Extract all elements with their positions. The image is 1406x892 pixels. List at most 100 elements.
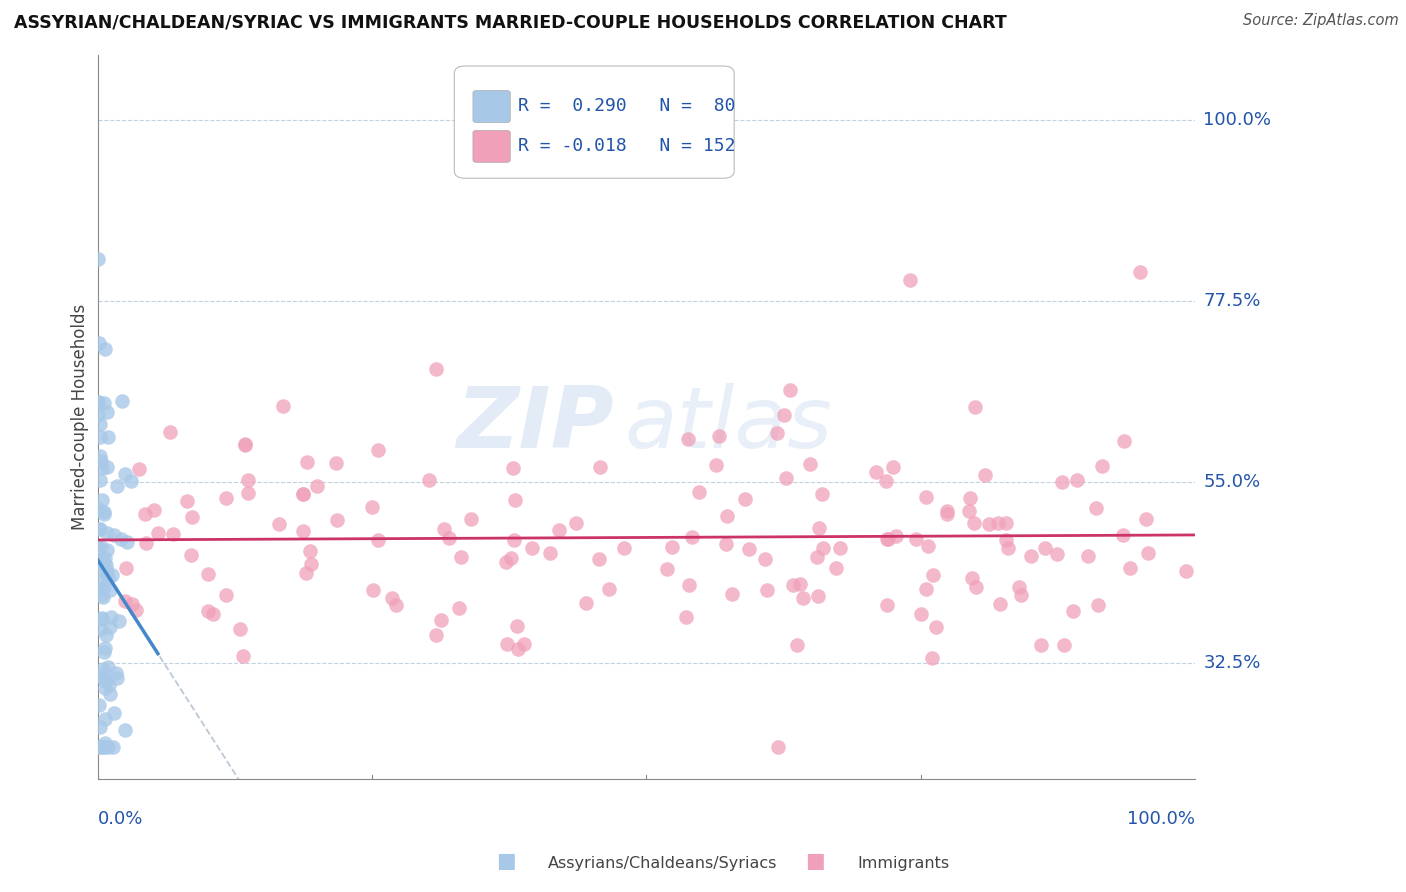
Point: [704, 458, 727, 472]
Point: [367, 442, 389, 457]
Text: atlas: atlas: [624, 383, 832, 466]
Point: [564, 516, 586, 530]
Point: [433, 522, 456, 536]
Point: [936, 504, 959, 518]
Point: [94, 628, 117, 642]
Point: [1135, 511, 1157, 525]
Point: [176, 493, 198, 508]
Point: [773, 408, 796, 422]
Point: [89, 473, 111, 487]
Point: [1129, 265, 1152, 279]
Point: [120, 475, 142, 489]
Point: [162, 526, 184, 541]
Point: [513, 637, 536, 651]
Point: [96, 566, 118, 581]
Point: [522, 541, 544, 555]
Point: [429, 613, 451, 627]
FancyBboxPatch shape: [472, 130, 510, 162]
Point: [87, 740, 110, 755]
Point: [97, 571, 120, 585]
Point: [828, 541, 851, 555]
Point: [89, 449, 111, 463]
Point: [94, 712, 117, 726]
Point: [987, 516, 1010, 530]
Point: [91, 590, 114, 604]
Text: ■: ■: [496, 852, 516, 871]
Point: [292, 524, 315, 539]
Point: [499, 550, 522, 565]
Point: [589, 460, 612, 475]
Point: [963, 516, 986, 530]
Point: [898, 273, 921, 287]
Point: [91, 460, 114, 475]
Point: [299, 557, 322, 571]
Text: 55.0%: 55.0%: [1204, 473, 1261, 491]
Point: [215, 588, 238, 602]
Point: [381, 591, 404, 606]
Point: [114, 723, 136, 737]
Point: [917, 539, 939, 553]
Point: [450, 549, 472, 564]
Point: [678, 578, 700, 592]
Point: [716, 508, 738, 523]
Point: [93, 507, 115, 521]
Point: [1035, 541, 1057, 556]
Point: [121, 597, 143, 611]
Point: [87, 540, 110, 554]
Text: Immigrants: Immigrants: [858, 856, 950, 871]
Point: [96, 460, 118, 475]
Point: [598, 582, 620, 596]
Point: [232, 649, 254, 664]
Point: [91, 554, 114, 568]
Point: [134, 507, 156, 521]
Point: [93, 505, 115, 519]
Point: [963, 400, 986, 414]
Point: [89, 720, 111, 734]
Point: [87, 582, 110, 596]
Point: [738, 541, 761, 556]
Point: [974, 467, 997, 482]
Point: [273, 399, 295, 413]
Point: [94, 641, 117, 656]
Point: [93, 395, 115, 409]
Point: [1029, 639, 1052, 653]
Text: 0.0%: 0.0%: [97, 810, 143, 828]
Point: [326, 513, 349, 527]
Point: [361, 500, 384, 514]
Point: [789, 576, 811, 591]
Point: [114, 467, 136, 482]
Point: [87, 698, 110, 712]
Text: ZIP: ZIP: [456, 383, 613, 466]
Point: [786, 638, 808, 652]
Point: [503, 533, 526, 547]
Point: [447, 601, 470, 615]
Point: [799, 457, 821, 471]
Point: [233, 437, 256, 451]
Point: [1084, 500, 1107, 515]
Point: [994, 516, 1017, 530]
Point: [103, 706, 125, 720]
Point: [957, 504, 980, 518]
Point: [159, 425, 181, 440]
Point: [935, 508, 957, 522]
Point: [1136, 546, 1159, 560]
Point: [807, 589, 830, 603]
Point: [96, 564, 118, 578]
Point: [824, 560, 846, 574]
Point: [267, 516, 290, 531]
Point: [1091, 459, 1114, 474]
Point: [235, 437, 257, 451]
Point: [811, 541, 834, 555]
FancyBboxPatch shape: [454, 66, 734, 178]
Point: [754, 551, 776, 566]
Point: [876, 533, 898, 547]
Point: [125, 603, 148, 617]
Point: [98, 687, 121, 701]
Point: [105, 479, 128, 493]
Point: [905, 532, 928, 546]
Point: [93, 740, 115, 755]
Point: [97, 660, 120, 674]
Point: [105, 671, 128, 685]
Point: [721, 587, 744, 601]
Point: [1010, 588, 1032, 602]
